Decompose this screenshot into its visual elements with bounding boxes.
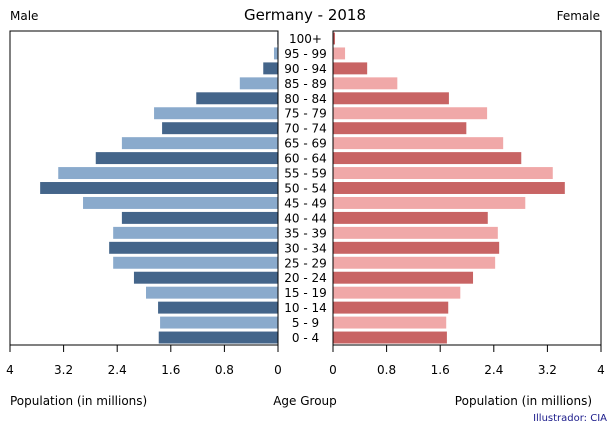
credit: Illustrador: CIA (533, 413, 607, 424)
age-group-label: 15 - 19 (284, 286, 327, 300)
male-bar (40, 182, 279, 194)
x-tick-label-left: 0 (274, 363, 282, 377)
age-group-label: 75 - 79 (284, 107, 327, 121)
age-group-label: 45 - 49 (284, 196, 327, 210)
female-bar (333, 331, 447, 344)
female-bar (333, 316, 447, 329)
male-label: Male (10, 9, 38, 23)
age-group-label: 10 - 14 (284, 301, 327, 315)
male-bar (83, 196, 278, 209)
male-bar (95, 152, 278, 165)
age-group-label: 85 - 89 (284, 77, 327, 91)
female-bar (333, 32, 336, 45)
male-bar (273, 47, 278, 60)
x-tick-label-right: 0.8 (377, 363, 396, 377)
x-tick-label-right: 4 (597, 363, 605, 377)
female-bar (333, 167, 553, 180)
female-bar (333, 286, 461, 299)
age-group-label: 65 - 69 (284, 137, 327, 151)
female-bar (333, 47, 346, 60)
female-bar (333, 107, 488, 120)
age-group-label: 95 - 99 (284, 47, 327, 61)
female-bar (333, 152, 522, 165)
male-bar (113, 256, 279, 269)
x-tick-label-left: 3.2 (54, 363, 73, 377)
female-bar (333, 92, 449, 105)
female-bar (333, 301, 449, 314)
x-axis-label-left: Population (in millions) (10, 394, 147, 408)
age-group-label: 5 - 9 (292, 316, 319, 330)
x-tick-label-right: 2.4 (484, 363, 503, 377)
age-group-label: 60 - 64 (284, 152, 327, 166)
x-tick-label-left: 4 (6, 363, 14, 377)
x-axis-label-right: Population (in millions) (455, 394, 592, 408)
male-bar (158, 301, 278, 314)
female-label: Female (557, 9, 600, 23)
male-bar (162, 122, 278, 135)
male-bar (239, 77, 278, 90)
male-bar (158, 331, 278, 344)
female-bar (333, 211, 488, 224)
male-bar (113, 226, 279, 239)
x-tick-label-right: 0 (329, 363, 337, 377)
male-bar (196, 92, 278, 105)
male-bar (58, 167, 278, 180)
male-bar (154, 107, 278, 120)
male-bar (121, 211, 278, 224)
x-tick-label-right: 3.2 (538, 363, 557, 377)
male-bar (160, 316, 278, 329)
male-bar (133, 271, 278, 284)
male-bar (263, 62, 278, 75)
age-group-label: 100+ (289, 32, 322, 46)
male-bar (121, 137, 278, 150)
age-group-label: 90 - 94 (284, 62, 327, 76)
female-bar (333, 241, 500, 254)
female-bar (333, 122, 467, 135)
age-group-label: 0 - 4 (292, 331, 319, 345)
age-group-label: 25 - 29 (284, 256, 327, 270)
x-tick-label-left: 0.8 (215, 363, 234, 377)
female-bar (333, 182, 565, 194)
age-group-label: 35 - 39 (284, 226, 327, 240)
age-group-label: 20 - 24 (284, 271, 327, 285)
age-group-label: 30 - 34 (284, 241, 327, 255)
female-bar (333, 137, 504, 150)
female-bar (333, 62, 368, 75)
age-group-label: 50 - 54 (284, 182, 327, 196)
x-tick-label-left: 1.6 (161, 363, 180, 377)
age-group-label: 40 - 44 (284, 211, 327, 225)
x-tick-label-right: 1.6 (431, 363, 450, 377)
male-plot-frame (9, 30, 279, 346)
female-plot-frame (332, 30, 602, 346)
female-bar (333, 226, 498, 239)
age-group-label: 70 - 74 (284, 122, 327, 136)
female-bar (333, 256, 496, 269)
female-bar (333, 196, 526, 209)
chart-title: Germany - 2018 (244, 6, 366, 24)
age-group-label: 80 - 84 (284, 92, 327, 106)
female-bar (333, 77, 398, 90)
age-group-label: 55 - 59 (284, 167, 327, 181)
male-bar (146, 286, 278, 299)
male-bar (109, 241, 278, 254)
female-bar (333, 271, 474, 284)
x-tick-label-left: 2.4 (108, 363, 127, 377)
x-axis-label-center: Age Group (273, 394, 337, 408)
